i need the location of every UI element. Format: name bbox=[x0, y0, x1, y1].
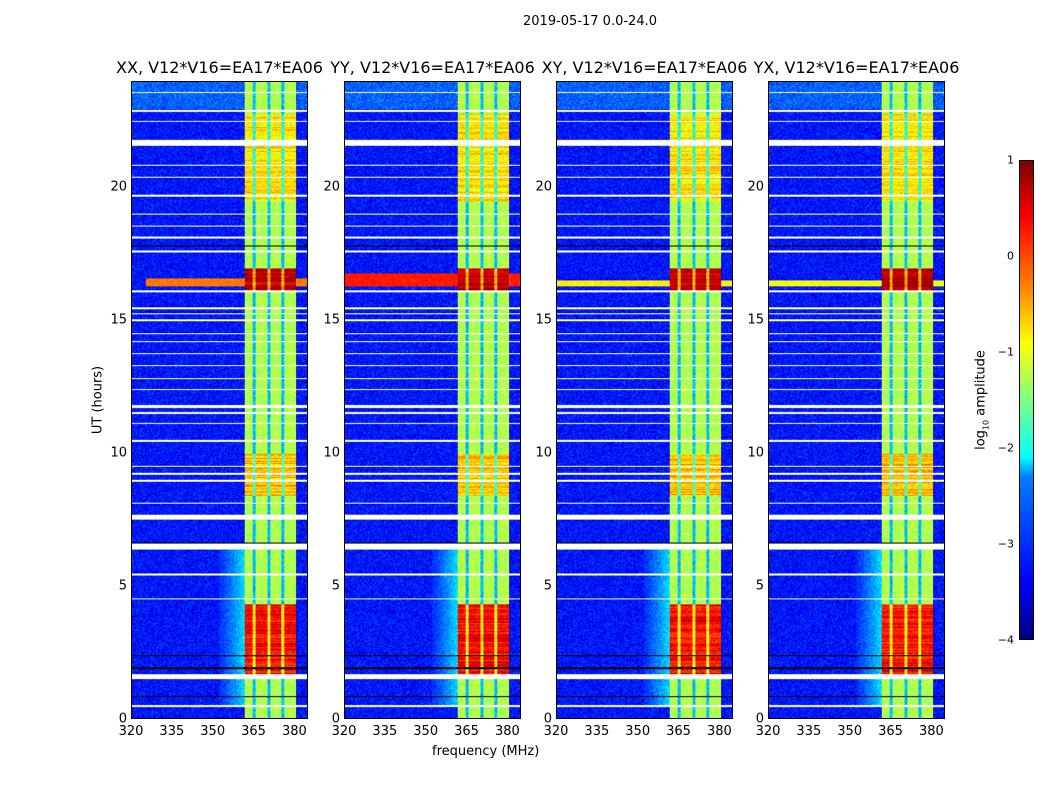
colorbar-label: log10 amplitude bbox=[974, 350, 991, 450]
x-tick-label: 335 bbox=[584, 724, 610, 739]
y-tick-label: 15 bbox=[747, 312, 764, 328]
colorbar-tick-label: −3 bbox=[997, 537, 1014, 551]
x-tick-label: 380 bbox=[918, 724, 944, 739]
x-tick-label: 335 bbox=[159, 724, 185, 739]
heatmap-image-2 bbox=[557, 82, 732, 718]
y-axis-label: UT (hours) bbox=[90, 365, 106, 435]
heatmap-panel-2 bbox=[556, 81, 733, 719]
x-tick-label: 320 bbox=[118, 724, 144, 739]
x-tick-label: 320 bbox=[331, 724, 357, 739]
y-tick-label: 20 bbox=[323, 179, 340, 195]
y-tick-label: 15 bbox=[323, 312, 340, 328]
y-tick-label: 0 bbox=[331, 711, 340, 727]
y-tick-label: 20 bbox=[110, 179, 127, 195]
x-tick-label: 335 bbox=[372, 724, 398, 739]
y-tick-label: 15 bbox=[110, 312, 127, 328]
x-tick-label: 380 bbox=[494, 724, 520, 739]
y-tick-label: 0 bbox=[543, 711, 552, 727]
colorbar-tick-label: −1 bbox=[997, 345, 1014, 359]
y-tick-label: 10 bbox=[535, 445, 552, 461]
x-tick-label: 350 bbox=[413, 724, 439, 739]
y-tick-label: 15 bbox=[535, 312, 552, 328]
y-tick-label: 20 bbox=[535, 179, 552, 195]
x-axis-label: frequency (MHz) bbox=[432, 744, 540, 759]
x-tick-label: 350 bbox=[625, 724, 651, 739]
heatmap-panel-1 bbox=[344, 81, 521, 719]
x-tick-label: 320 bbox=[755, 724, 781, 739]
y-tick-label: 5 bbox=[755, 578, 764, 594]
y-tick-label: 10 bbox=[747, 445, 764, 461]
colorbar-tick-label: −4 bbox=[997, 633, 1014, 647]
heatmap-panel-3 bbox=[768, 81, 945, 719]
y-tick-label: 20 bbox=[747, 179, 764, 195]
x-tick-label: 365 bbox=[241, 724, 266, 739]
heatmap-panel-0 bbox=[131, 81, 308, 719]
colorbar bbox=[1019, 160, 1034, 640]
panel-title-2: XY, V12*V16=EA17*EA06 bbox=[541, 58, 748, 77]
figure-title: 2019-05-17 0.0-24.0 bbox=[523, 14, 657, 29]
x-tick-label: 335 bbox=[796, 724, 822, 739]
x-tick-label: 350 bbox=[200, 724, 226, 739]
colorbar-label-rest: amplitude bbox=[973, 350, 989, 420]
y-tick-label: 5 bbox=[543, 578, 552, 594]
x-tick-label: 320 bbox=[543, 724, 569, 739]
y-tick-label: 5 bbox=[118, 578, 127, 594]
panel-title-0: XX, V12*V16=EA17*EA06 bbox=[116, 58, 323, 77]
y-tick-label: 10 bbox=[323, 445, 340, 461]
x-tick-label: 365 bbox=[878, 724, 903, 739]
heatmap-image-0 bbox=[132, 82, 307, 718]
colorbar-tick-label: −2 bbox=[997, 441, 1014, 455]
y-tick-label: 5 bbox=[331, 578, 340, 594]
x-tick-label: 350 bbox=[837, 724, 863, 739]
y-tick-label: 0 bbox=[755, 711, 764, 727]
panel-title-3: YX, V12*V16=EA17*EA06 bbox=[753, 58, 960, 77]
panel-title-1: YY, V12*V16=EA17*EA06 bbox=[330, 58, 535, 77]
colorbar-tick-label: 1 bbox=[1007, 153, 1014, 167]
colorbar-tick-label: 0 bbox=[1007, 249, 1014, 263]
x-tick-label: 380 bbox=[706, 724, 732, 739]
x-tick-label: 365 bbox=[666, 724, 691, 739]
colorbar-label-sub: 10 bbox=[981, 419, 991, 431]
x-tick-label: 365 bbox=[454, 724, 479, 739]
heatmap-image-3 bbox=[769, 82, 944, 718]
colorbar-label-log: log bbox=[973, 430, 989, 450]
y-tick-label: 0 bbox=[118, 711, 127, 727]
heatmap-image-1 bbox=[345, 82, 520, 718]
x-tick-label: 380 bbox=[281, 724, 307, 739]
y-tick-label: 10 bbox=[110, 445, 127, 461]
